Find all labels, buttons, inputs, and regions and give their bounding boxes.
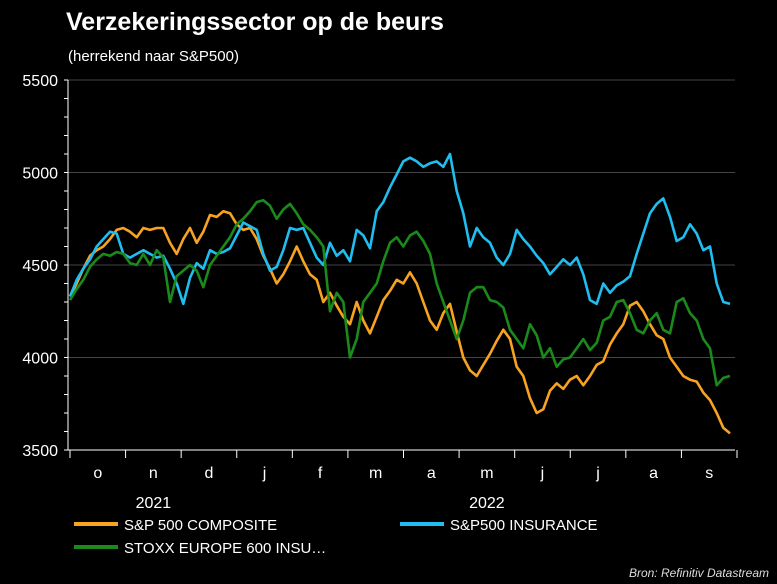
- x-tick-label: a: [649, 465, 658, 482]
- legend-item-insurance: S&P500 INSURANCE: [400, 517, 598, 534]
- chart-title: Verzekeringssector op de beurs: [66, 8, 444, 36]
- y-axis-ticks: 3500 4000 4500 5000 5500: [22, 73, 69, 460]
- year-label: 2021: [136, 495, 172, 512]
- legend-label-stoxx: STOXX EUROPE 600 INSU…: [124, 540, 327, 557]
- x-tick-label: j: [262, 465, 267, 482]
- year-label: 2022: [469, 495, 505, 512]
- x-tick-label: n: [149, 465, 158, 482]
- y-tick-label: 5500: [22, 73, 58, 90]
- legend-item-sp500: S&P 500 COMPOSITE: [74, 517, 277, 534]
- series-lines: [68, 152, 731, 435]
- y-tick-label: 5000: [22, 166, 58, 183]
- x-tick-label: a: [427, 465, 436, 482]
- legend-swatch-sp500: [74, 522, 118, 527]
- y-tick-label: 3500: [22, 443, 58, 460]
- legend-item-stoxx: STOXX EUROPE 600 INSU…: [74, 540, 326, 557]
- x-axis: o n d j f m a m j j a s 2021 2022: [68, 449, 738, 512]
- x-tick-label: m: [369, 465, 382, 482]
- x-tick-label: d: [205, 465, 214, 482]
- source-note: Bron: Refinitiv Datastream: [628, 566, 769, 580]
- legend-swatch-insurance: [400, 522, 444, 527]
- series-line-1: [68, 152, 731, 306]
- series-line-0: [68, 210, 731, 435]
- legend-swatch-stoxx: [74, 545, 118, 550]
- x-tick-label: s: [705, 465, 713, 482]
- x-tick-label: o: [93, 465, 102, 482]
- y-tick-label: 4000: [22, 351, 58, 368]
- chart-subtitle: (herrekend naar S&P500): [68, 48, 239, 65]
- legend-label-sp500: S&P 500 COMPOSITE: [124, 517, 278, 534]
- x-tick-label: f: [318, 465, 323, 482]
- x-tick-label: j: [595, 465, 600, 482]
- grid-lines: [68, 79, 735, 358]
- series-line-2: [68, 198, 731, 387]
- legend-label-insurance: S&P500 INSURANCE: [450, 517, 598, 534]
- x-tick-label: j: [540, 465, 545, 482]
- y-tick-label: 4500: [22, 258, 58, 275]
- x-tick-label: m: [480, 465, 493, 482]
